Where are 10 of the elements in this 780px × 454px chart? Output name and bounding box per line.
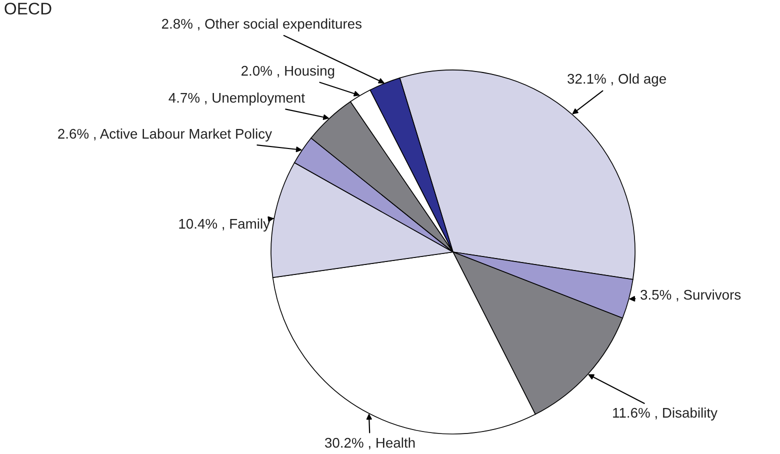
slice-label: 11.6% , Disability [613, 408, 718, 420]
slice-label: 2.8% , Other social expenditures [162, 18, 362, 32]
slice-label: 2.0% , Housing [242, 66, 334, 78]
chart-title: OECD [4, 2, 52, 15]
slice-label: 10.4% , Family [179, 218, 270, 232]
slice-label: 3.5% , Survivors [640, 290, 741, 302]
slice-label: 4.7% , Unemployment [168, 92, 305, 106]
slice-label: 2.6% , Active Labour Market Policy [58, 128, 272, 142]
slice-label: 30.2% , Health [324, 438, 415, 450]
slice-label: 32.1% , Old age [568, 74, 666, 86]
